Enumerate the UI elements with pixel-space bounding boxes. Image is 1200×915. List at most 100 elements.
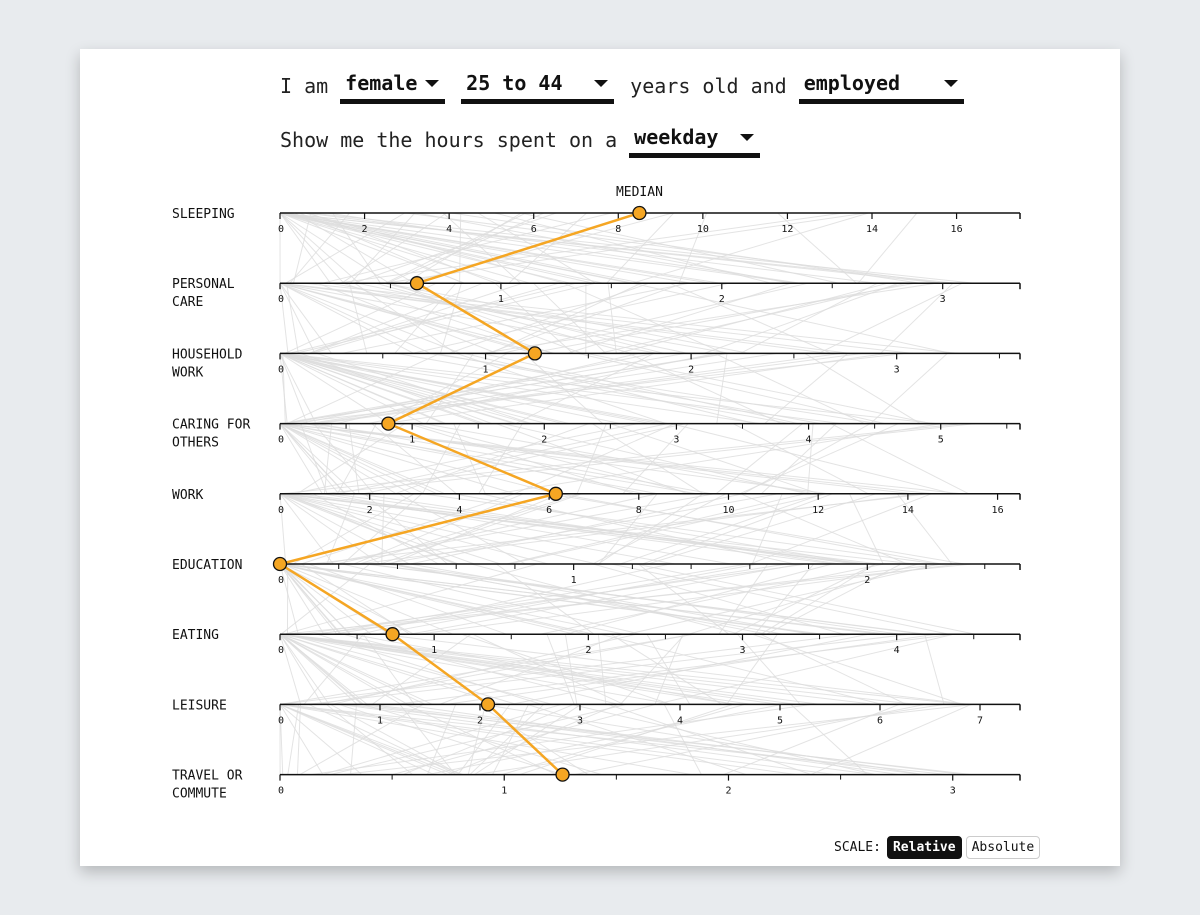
background-line <box>515 352 655 425</box>
background-line <box>292 212 312 284</box>
background-line <box>348 283 368 354</box>
background-line <box>362 633 415 705</box>
background-line <box>319 633 694 705</box>
background-line <box>303 633 364 705</box>
background-line <box>409 563 811 635</box>
axis-travel-or-commute: TRAVEL OR COMMUTE 0 1 2 3 <box>172 769 1021 802</box>
background-line <box>279 352 424 425</box>
background-line <box>279 352 570 425</box>
background-line <box>279 212 631 284</box>
tick-label: 1 <box>483 364 489 375</box>
axis-label: EDUCATION <box>172 558 242 573</box>
background-line <box>285 212 406 284</box>
age-select[interactable]: 25 to 44 <box>461 71 615 104</box>
age-suffix-text: years old and <box>630 74 787 98</box>
background-line <box>549 493 965 565</box>
background-line <box>401 703 900 776</box>
tick-label: 4 <box>677 715 683 726</box>
background-line <box>646 633 691 705</box>
background-line <box>754 563 815 635</box>
tick-label: 2 <box>864 575 870 586</box>
axis-label: CARE <box>172 295 203 310</box>
background-line <box>394 282 457 354</box>
background-line <box>307 352 778 425</box>
tick-label: 3 <box>940 294 946 305</box>
chevron-down-icon <box>425 80 440 87</box>
tick-label: 2 <box>541 435 547 446</box>
background-line <box>281 352 686 425</box>
background-line <box>375 282 632 354</box>
background-line <box>482 703 924 776</box>
background-line <box>341 703 974 776</box>
background-line <box>330 703 460 776</box>
background-line <box>342 633 618 705</box>
background-line <box>607 703 812 776</box>
background-line <box>326 704 413 775</box>
background-line <box>383 282 665 354</box>
background-line <box>279 563 587 635</box>
tick-label: 6 <box>531 224 537 235</box>
background-line <box>737 633 801 705</box>
gender-select[interactable]: female <box>340 71 446 104</box>
background-line <box>417 212 791 284</box>
relative-scale-button[interactable]: Relative <box>886 836 962 859</box>
axis-eating: EATING 0 1 2 3 4 <box>172 628 1021 656</box>
background-line <box>280 563 371 635</box>
tick-label: 4 <box>806 435 812 446</box>
employment-select[interactable]: employed <box>798 71 964 104</box>
background-line <box>367 563 927 635</box>
chevron-down-icon <box>594 80 609 87</box>
background-line <box>295 282 596 354</box>
median-point <box>272 556 288 572</box>
background-line <box>279 493 381 565</box>
absolute-scale-button[interactable]: Absolute <box>965 836 1041 859</box>
background-line <box>880 282 954 354</box>
tick-label: 4 <box>456 505 462 516</box>
background-line <box>627 563 940 635</box>
day-select-value: weekday <box>634 125 719 149</box>
axis-household-work: HOUSEHOLD WORK 0 1 2 3 <box>172 347 1021 380</box>
tick-label: 1 <box>498 294 504 305</box>
background-line <box>448 282 650 354</box>
background-line <box>642 493 833 565</box>
tick-label: 4 <box>894 645 900 656</box>
background-line <box>279 633 917 705</box>
background-line <box>495 563 595 635</box>
background-line <box>309 282 483 354</box>
background-line <box>299 212 464 284</box>
tick-label: 2 <box>477 715 483 726</box>
background-line <box>330 282 730 354</box>
background-line <box>279 633 876 705</box>
background-line <box>279 352 651 425</box>
background-line <box>456 352 667 425</box>
background-line <box>501 703 745 776</box>
background-line <box>502 423 808 495</box>
background-line <box>279 212 594 284</box>
background-line <box>311 282 560 354</box>
tick-label: 3 <box>739 645 745 656</box>
background-line <box>509 493 827 565</box>
median-point <box>555 767 570 782</box>
chevron-down-icon <box>943 80 958 87</box>
background-line <box>279 282 829 354</box>
background-line <box>381 493 385 565</box>
background-line <box>279 282 461 354</box>
background-line <box>279 633 674 705</box>
tick-label: 3 <box>577 715 583 726</box>
employment-select-value: employed <box>803 71 901 95</box>
background-line <box>628 352 782 425</box>
day-select[interactable]: weekday <box>629 125 761 158</box>
background-line <box>279 423 397 495</box>
background-line <box>506 493 805 565</box>
background-line <box>439 283 462 354</box>
tick-label: 2 <box>367 505 373 516</box>
background-line <box>337 423 377 495</box>
background-line <box>341 282 689 354</box>
filter-prefix-text: I am <box>280 74 329 98</box>
tick-label: 0 <box>278 224 284 235</box>
background-line <box>592 563 844 635</box>
background-line <box>442 212 521 284</box>
background-line <box>279 352 514 425</box>
background-line <box>739 423 899 495</box>
